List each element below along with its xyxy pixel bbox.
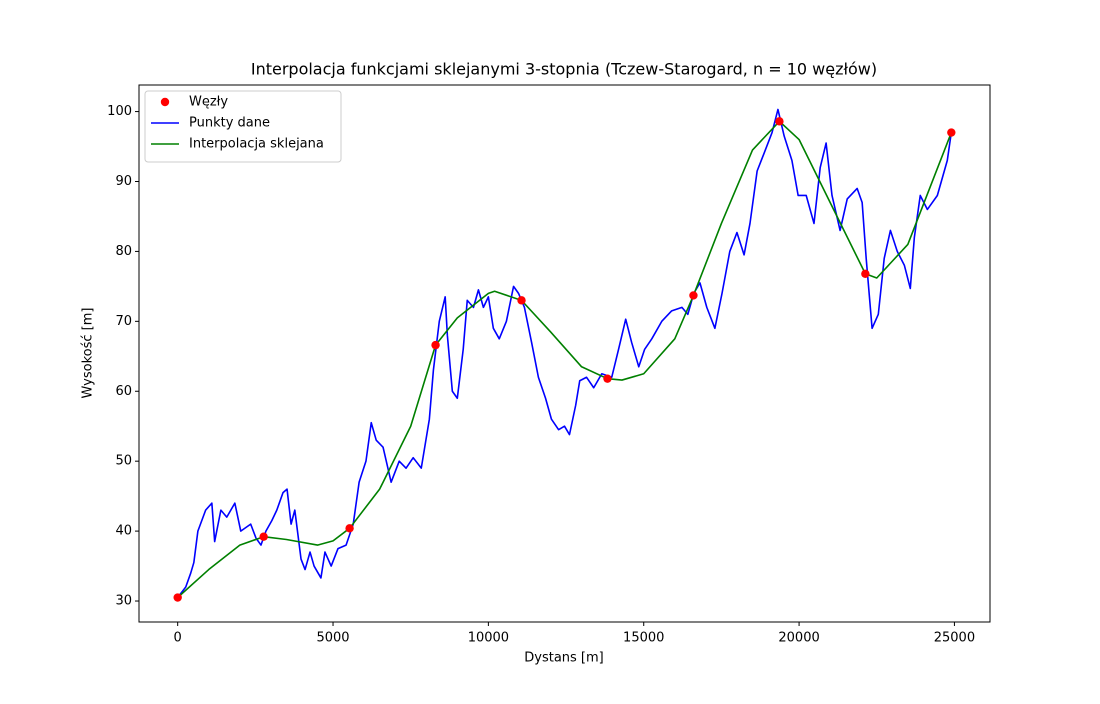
x-tick-label: 20000 [778, 631, 819, 646]
legend-label: Interpolacja sklejana [189, 137, 324, 152]
series-line [177, 108, 953, 599]
y-tick-label: 70 [115, 314, 132, 329]
legend-box [144, 90, 342, 163]
legend-label: Punkty dane [189, 116, 270, 131]
node-point [431, 340, 440, 350]
plot-area [173, 108, 956, 602]
y-tick-label: 80 [115, 244, 132, 259]
node-point [173, 593, 182, 602]
node-point [689, 291, 698, 300]
y-tick-label: 60 [115, 384, 132, 399]
legend: Węzły Punkty dane Interpolacja sklejana [144, 90, 342, 163]
chart-title: Interpolacja funkcjami sklejanymi 3-stop… [251, 60, 877, 79]
legend-marker [160, 97, 170, 107]
series-line [177, 120, 953, 599]
y-tick-label: 90 [115, 174, 132, 189]
x-tick-label: 5000 [316, 631, 349, 646]
node-point [603, 374, 612, 383]
legend-label: Węzły [189, 95, 228, 110]
y-axis-label: Wysokość [m] [81, 308, 96, 399]
node-point [947, 128, 956, 137]
y-tick-label: 50 [115, 454, 132, 469]
x-tick-label: 15000 [623, 631, 664, 646]
node-point [345, 524, 354, 533]
y-tick-label: 40 [115, 524, 132, 539]
node-point [259, 532, 268, 541]
x-axis-label: Dystans [m] [524, 651, 604, 666]
node-point [775, 117, 784, 126]
x-tick-label: 0 [174, 631, 182, 646]
y-tick-label: 30 [115, 594, 132, 609]
plot-frame [138, 84, 991, 623]
node-point [517, 296, 526, 305]
x-tick-label: 25000 [934, 631, 975, 646]
y-tick-label: 100 [107, 104, 132, 119]
node-point [861, 269, 870, 278]
x-tick-label: 10000 [468, 631, 509, 646]
